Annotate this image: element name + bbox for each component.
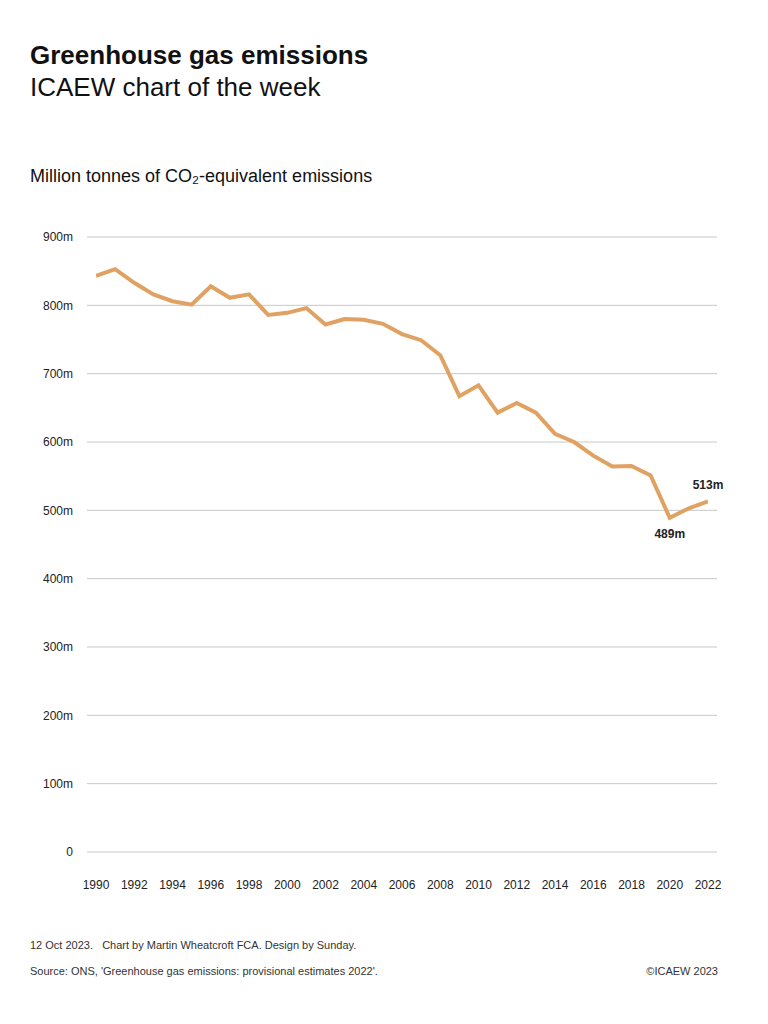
svg-text:2008: 2008 (427, 878, 454, 892)
html-text:12 Oct 2023. Chart by Martin W: 12 Oct 2023. Chart by Martin Wheatcroft … (30, 939, 357, 951)
svg-text:700m: 700m (43, 367, 73, 381)
svg-text:900m: 900m (43, 230, 73, 244)
svg-text:1990: 1990 (83, 878, 110, 892)
svg-text:0: 0 (66, 845, 73, 859)
svg-text:800m: 800m (43, 299, 73, 313)
svg-text:2018: 2018 (618, 878, 645, 892)
svg-text:1992: 1992 (121, 878, 148, 892)
svg-text:2020: 2020 (656, 878, 683, 892)
html-text:ICAEW chart of the week: ICAEW chart of the week (30, 72, 321, 102)
svg-text:2012: 2012 (503, 878, 530, 892)
svg-text:2016: 2016 (580, 878, 607, 892)
html-text:Source: ONS, 'Greenhouse gas e: Source: ONS, 'Greenhouse gas emissions: … (30, 965, 378, 977)
html-text:Greenhouse gas emissions: Greenhouse gas emissions (30, 40, 369, 70)
svg-text:400m: 400m (43, 572, 73, 586)
svg-text:1996: 1996 (197, 878, 224, 892)
svg-text:1998: 1998 (236, 878, 263, 892)
svg-text:200m: 200m (43, 709, 73, 723)
svg-text:2004: 2004 (350, 878, 377, 892)
svg-text:513m: 513m (693, 478, 724, 492)
svg-text:500m: 500m (43, 504, 73, 518)
svg-text:2000: 2000 (274, 878, 301, 892)
html-text:©ICAEW 2023: ©ICAEW 2023 (646, 965, 718, 977)
html-text:Million tonnes of CO₂-equivale: Million tonnes of CO₂-equivalent emissio… (30, 166, 373, 186)
svg-text:1994: 1994 (159, 878, 186, 892)
svg-text:2002: 2002 (312, 878, 339, 892)
svg-text:2022: 2022 (695, 878, 722, 892)
svg-text:600m: 600m (43, 435, 73, 449)
svg-text:2010: 2010 (465, 878, 492, 892)
svg-text:100m: 100m (43, 777, 73, 791)
svg-text:300m: 300m (43, 640, 73, 654)
svg-text:2014: 2014 (542, 878, 569, 892)
svg-text:2006: 2006 (389, 878, 416, 892)
svg-text:489m: 489m (654, 527, 685, 541)
